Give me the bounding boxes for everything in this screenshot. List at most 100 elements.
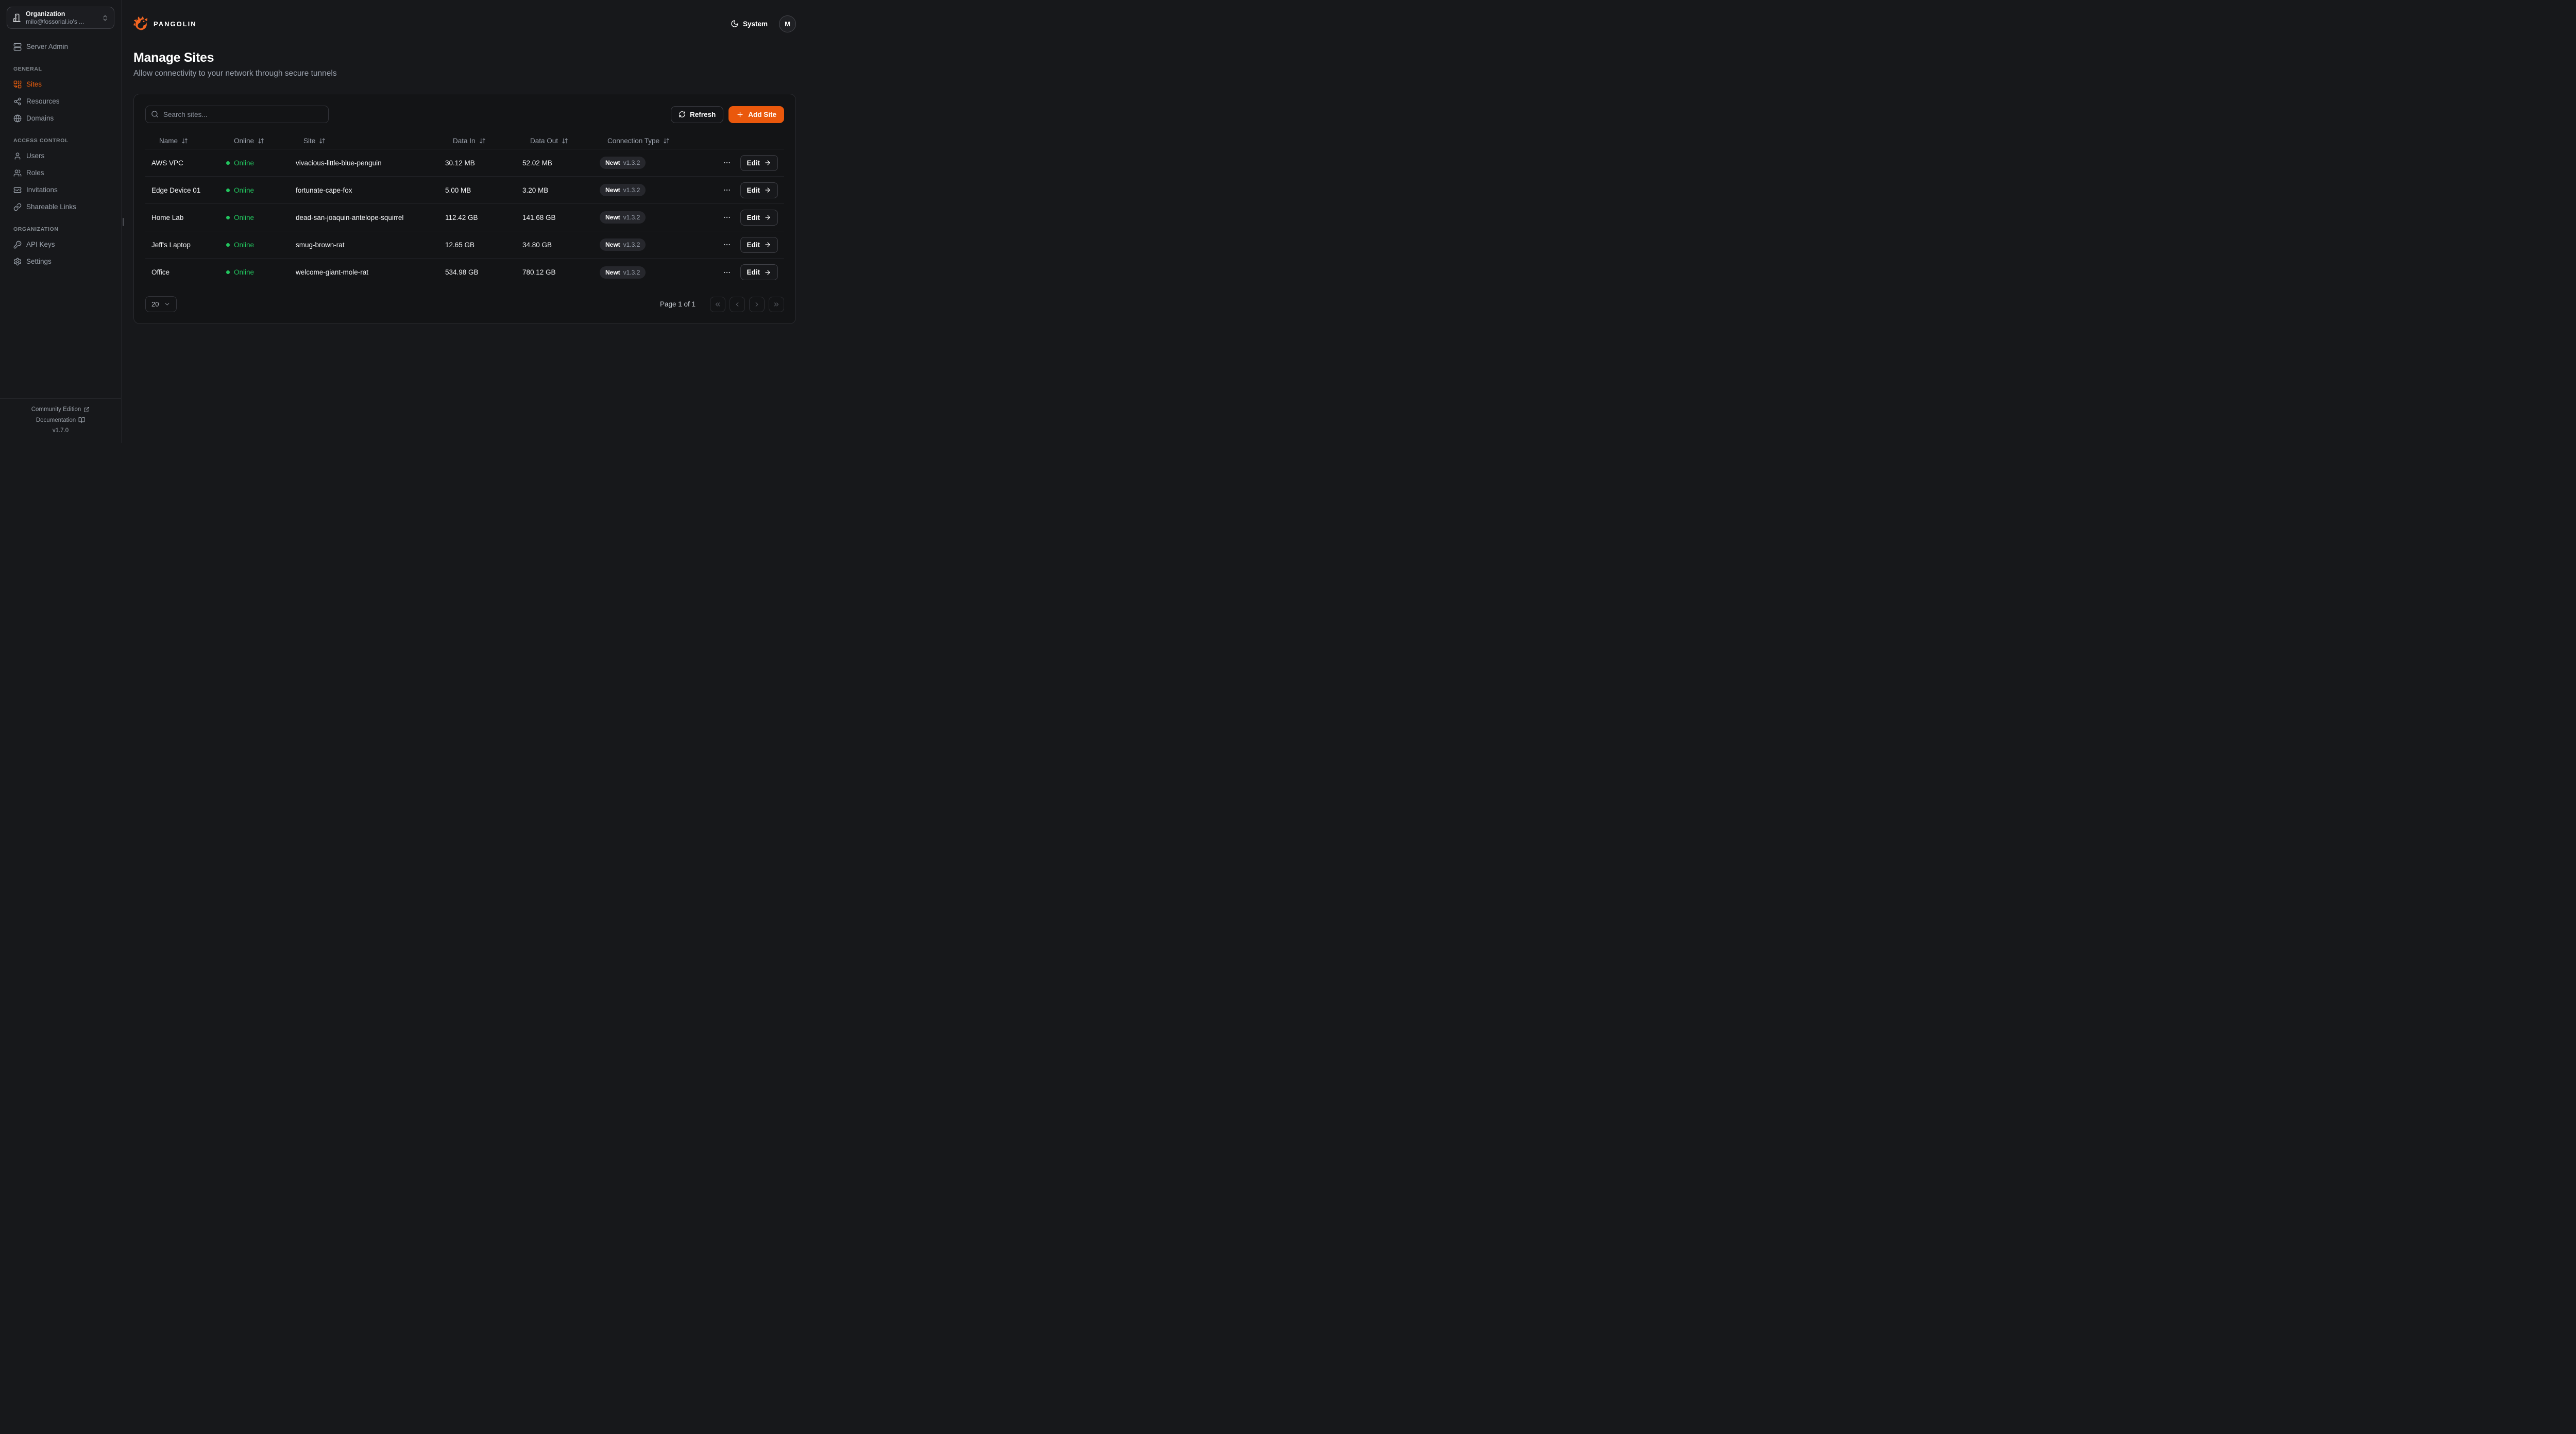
online-status-label: Online bbox=[234, 186, 255, 194]
cell-site: fortunate-cape-fox bbox=[296, 186, 352, 194]
external-link-icon bbox=[84, 407, 90, 412]
cell-name: Home Lab bbox=[151, 213, 184, 221]
refresh-button[interactable]: Refresh bbox=[670, 106, 724, 123]
sidebar-item-settings[interactable]: Settings bbox=[7, 253, 114, 270]
chevron-right-icon bbox=[755, 302, 758, 306]
column-header-data-in[interactable]: Data In bbox=[439, 137, 516, 145]
online-status-dot bbox=[226, 243, 230, 247]
column-header-site[interactable]: Site bbox=[290, 137, 439, 145]
theme-toggle[interactable]: System bbox=[731, 20, 768, 28]
add-site-button[interactable]: Add Site bbox=[728, 106, 784, 123]
search-input[interactable] bbox=[145, 106, 329, 123]
edit-button[interactable]: Edit bbox=[740, 209, 778, 226]
moon-icon bbox=[731, 20, 738, 27]
cell-online: Online bbox=[220, 241, 290, 249]
users-icon bbox=[13, 169, 22, 177]
cell-connection-type: Newt v1.3.2 bbox=[594, 211, 707, 224]
online-status-dot bbox=[226, 215, 230, 219]
sidebar-item-resources[interactable]: Resources bbox=[7, 93, 114, 110]
table-row: Edge Device 01 Online fortunate-cape-fox… bbox=[145, 177, 784, 204]
pagination: 20 Page 1 of 1 bbox=[145, 296, 784, 312]
documentation-link[interactable]: Documentation bbox=[5, 415, 116, 425]
cell-data-in: 5.00 MB bbox=[445, 186, 471, 194]
sidebar-resize-handle[interactable] bbox=[123, 218, 124, 226]
cell-data-in: 12.65 GB bbox=[445, 241, 475, 249]
user-avatar[interactable]: M bbox=[779, 15, 796, 32]
cell-data-out: 52.02 MB bbox=[522, 159, 552, 167]
edit-button[interactable]: Edit bbox=[740, 182, 778, 198]
column-header-online[interactable]: Online bbox=[220, 137, 290, 145]
table-row: Jeff's Laptop Online smug-brown-rat 12.6… bbox=[145, 231, 784, 259]
app-root: Organization milo@fossorial.io's ... Ser… bbox=[0, 0, 808, 443]
sidebar-item-api-keys[interactable]: API Keys bbox=[7, 236, 114, 253]
row-menu-button[interactable] bbox=[722, 240, 732, 250]
chevrons-left-icon bbox=[715, 302, 720, 306]
online-status-label: Online bbox=[234, 213, 255, 221]
edit-button[interactable]: Edit bbox=[740, 236, 778, 253]
online-status-label: Online bbox=[234, 159, 255, 167]
row-menu-button[interactable] bbox=[722, 185, 732, 195]
org-picker-label: Organization bbox=[26, 10, 65, 18]
cell-online: Online bbox=[220, 159, 290, 167]
connection-type-badge: Newt v1.3.2 bbox=[600, 211, 646, 224]
toolbar-actions: Refresh Add Site bbox=[670, 106, 784, 123]
row-menu-button[interactable] bbox=[722, 212, 732, 223]
globe-icon bbox=[13, 114, 22, 122]
online-status-label: Online bbox=[234, 268, 255, 276]
cell-data-out: 3.20 MB bbox=[522, 186, 549, 194]
book-open-icon bbox=[78, 417, 85, 423]
sort-icon bbox=[182, 138, 188, 143]
table-row: Home Lab Online dead-san-joaquin-antelop… bbox=[145, 204, 784, 231]
row-menu-button[interactable] bbox=[722, 158, 732, 168]
refresh-icon bbox=[679, 111, 685, 117]
pangolin-logo-icon bbox=[133, 16, 148, 30]
next-page-button[interactable] bbox=[749, 296, 765, 312]
online-status-label: Online bbox=[234, 241, 255, 249]
user-icon bbox=[14, 152, 21, 160]
building-icon bbox=[13, 13, 21, 22]
pagination-buttons bbox=[710, 296, 784, 312]
previous-page-button[interactable] bbox=[730, 296, 745, 312]
table-row: AWS VPC Online vivacious-little-blue-pen… bbox=[145, 149, 784, 177]
cell-actions: Edit bbox=[707, 236, 784, 253]
cell-actions: Edit bbox=[707, 264, 784, 280]
first-page-button[interactable] bbox=[710, 296, 725, 312]
sidebar-footer: Community Edition Documentation v1.7.0 bbox=[0, 398, 121, 443]
page-size-select[interactable]: 20 bbox=[145, 296, 177, 312]
sidebar-item-domains[interactable]: Domains bbox=[7, 110, 114, 127]
column-header-data-out[interactable]: Data Out bbox=[516, 137, 594, 145]
last-page-button[interactable] bbox=[769, 296, 784, 312]
column-header-connection-type[interactable]: Connection Type bbox=[594, 137, 707, 145]
sidebar-item-invitations[interactable]: Invitations bbox=[7, 181, 114, 198]
online-status-dot bbox=[226, 161, 230, 165]
column-header-name[interactable]: Name bbox=[145, 137, 220, 145]
edit-button[interactable]: Edit bbox=[740, 264, 778, 280]
row-menu-button[interactable] bbox=[722, 267, 732, 278]
community-edition-link[interactable]: Community Edition bbox=[5, 404, 116, 415]
cell-data-out: 34.80 GB bbox=[522, 241, 552, 249]
arrow-right-icon bbox=[765, 215, 770, 220]
sort-icon bbox=[479, 138, 485, 143]
ellipsis-icon bbox=[723, 244, 730, 246]
sort-icon bbox=[258, 138, 264, 143]
sidebar-item-users[interactable]: Users bbox=[7, 147, 114, 164]
cell-name: AWS VPC bbox=[151, 159, 183, 167]
topbar-right: System M bbox=[731, 15, 796, 32]
online-status-dot bbox=[226, 270, 230, 274]
key-icon bbox=[13, 241, 22, 248]
cell-actions: Edit bbox=[707, 182, 784, 198]
cell-name: Office bbox=[151, 268, 170, 276]
sidebar-item-roles[interactable]: Roles bbox=[7, 164, 114, 181]
ticket-check-icon bbox=[13, 187, 22, 193]
sidebar-item-server-admin[interactable]: Server Admin bbox=[7, 38, 114, 55]
edit-button[interactable]: Edit bbox=[740, 155, 778, 171]
sort-icon bbox=[562, 138, 568, 143]
sidebar-item-sites[interactable]: Sites bbox=[7, 76, 114, 93]
cell-name: Jeff's Laptop bbox=[151, 241, 191, 249]
org-picker[interactable]: Organization milo@fossorial.io's ... bbox=[7, 7, 114, 29]
sidebar-item-shareable-links[interactable]: Shareable Links bbox=[7, 198, 114, 215]
table-body: AWS VPC Online vivacious-little-blue-pen… bbox=[145, 149, 784, 286]
cell-connection-type: Newt v1.3.2 bbox=[594, 184, 707, 196]
ellipsis-icon bbox=[723, 189, 730, 191]
cell-data-out: 780.12 GB bbox=[522, 268, 556, 276]
